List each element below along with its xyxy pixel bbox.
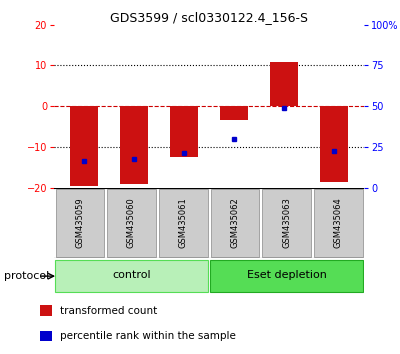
Bar	[70, 106, 98, 185]
Text: GSM435063: GSM435063	[282, 198, 291, 249]
Bar	[270, 62, 298, 106]
Bar	[40, 331, 52, 341]
Bar	[170, 106, 198, 157]
Text: Eset depletion: Eset depletion	[246, 270, 326, 280]
Bar	[40, 305, 52, 316]
Bar	[210, 189, 259, 257]
Bar	[120, 106, 148, 183]
Text: protocol: protocol	[4, 271, 49, 281]
Text: GSM435060: GSM435060	[127, 198, 136, 249]
Text: control: control	[112, 270, 151, 280]
Bar	[107, 189, 156, 257]
Text: percentile rank within the sample: percentile rank within the sample	[60, 331, 236, 341]
Bar	[159, 189, 208, 257]
Bar	[55, 260, 208, 292]
Bar	[210, 260, 363, 292]
Text: GSM435064: GSM435064	[334, 198, 343, 249]
Text: GSM435062: GSM435062	[230, 198, 239, 249]
Text: GSM435059: GSM435059	[75, 198, 84, 249]
Title: GDS3599 / scl0330122.4_156-S: GDS3599 / scl0330122.4_156-S	[110, 11, 308, 24]
Bar	[262, 189, 311, 257]
Bar	[320, 106, 348, 182]
Text: GSM435061: GSM435061	[179, 198, 188, 249]
Bar	[220, 106, 248, 120]
Bar	[314, 189, 362, 257]
Bar	[56, 189, 104, 257]
Text: transformed count: transformed count	[60, 306, 157, 316]
